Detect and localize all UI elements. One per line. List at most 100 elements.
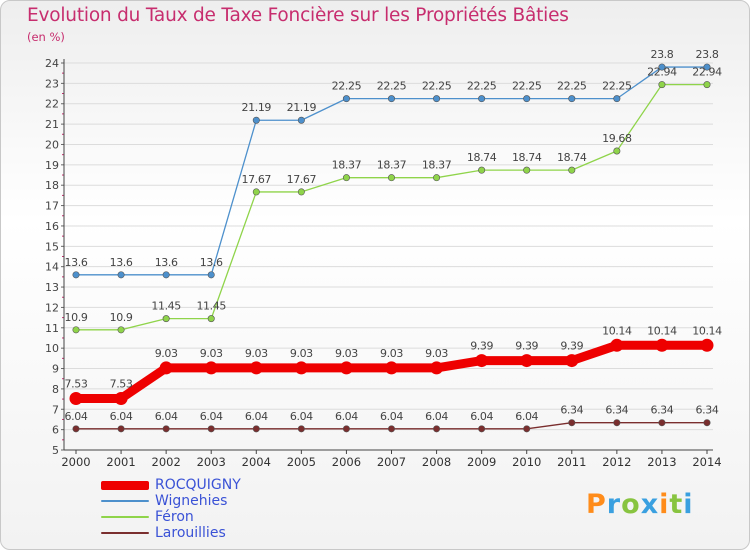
data-label: 6.04 xyxy=(380,410,403,423)
data-point xyxy=(162,315,170,323)
data-label: 10.14 xyxy=(647,324,677,337)
legend-label: Wignehies xyxy=(155,493,228,509)
data-label: 6.04 xyxy=(290,410,313,423)
y-tick-label: 12 xyxy=(45,301,59,314)
data-label: 11.45 xyxy=(151,300,181,313)
data-label: 6.04 xyxy=(65,410,88,423)
data-label: 6.04 xyxy=(110,410,133,423)
data-label: 13.6 xyxy=(155,256,178,269)
x-tick-label: 2007 xyxy=(377,455,406,469)
data-point xyxy=(655,338,669,352)
data-point xyxy=(342,425,350,433)
data-point xyxy=(117,326,125,334)
data-label: 9.03 xyxy=(290,347,313,360)
data-label: 7.53 xyxy=(110,377,133,390)
data-label: 11.45 xyxy=(196,300,226,313)
data-point xyxy=(610,338,624,352)
data-point xyxy=(339,361,353,375)
chart-title: Evolution du Taux de Taxe Foncière sur l… xyxy=(27,5,569,26)
data-label: 19.68 xyxy=(602,132,632,145)
y-tick-label: 17 xyxy=(45,200,59,213)
data-point xyxy=(387,425,395,433)
x-tick-label: 2013 xyxy=(647,455,676,469)
data-point xyxy=(658,419,666,427)
data-point xyxy=(249,361,263,375)
data-label: 22.25 xyxy=(467,80,497,93)
data-label: 9.03 xyxy=(380,347,403,360)
y-tick-label: 5 xyxy=(52,444,59,457)
data-label: 18.74 xyxy=(512,151,542,164)
x-tick-label: 2014 xyxy=(692,455,721,469)
data-label: 9.39 xyxy=(560,340,583,353)
data-point xyxy=(613,147,621,155)
logo-letter: i xyxy=(659,489,670,520)
y-tick-label: 23 xyxy=(45,77,59,90)
data-point xyxy=(297,425,305,433)
data-point xyxy=(478,95,486,103)
legend-item: Wignehies xyxy=(101,493,227,509)
data-point xyxy=(568,419,576,427)
x-tick-label: 2010 xyxy=(512,455,541,469)
data-label: 9.03 xyxy=(245,347,268,360)
legend-item: Féron xyxy=(101,509,194,525)
data-label: 22.25 xyxy=(557,80,587,93)
data-point xyxy=(114,391,128,405)
data-point xyxy=(297,188,305,196)
data-point xyxy=(69,391,83,405)
data-label: 17.67 xyxy=(242,173,272,186)
data-point xyxy=(658,63,666,71)
data-label: 6.04 xyxy=(245,410,268,423)
data-label: 17.67 xyxy=(287,173,317,186)
x-tick-label: 2008 xyxy=(422,455,451,469)
data-label: 10.14 xyxy=(602,324,632,337)
data-label: 6.04 xyxy=(335,410,358,423)
data-point xyxy=(565,354,579,368)
legend-swatch xyxy=(101,532,149,534)
y-tick-label: 7 xyxy=(52,403,59,416)
x-tick-label: 2011 xyxy=(557,455,586,469)
proxiti-logo: Proxiti xyxy=(586,489,694,520)
data-point xyxy=(433,174,441,182)
legend-item: ROCQUIGNY xyxy=(101,477,241,493)
data-label: 10.9 xyxy=(110,311,133,324)
data-point xyxy=(568,95,576,103)
data-point xyxy=(342,95,350,103)
data-label: 22.25 xyxy=(602,80,632,93)
data-point xyxy=(703,81,711,89)
data-point xyxy=(475,354,489,368)
data-point xyxy=(703,63,711,71)
data-point xyxy=(523,95,531,103)
data-label: 18.74 xyxy=(557,151,587,164)
data-point xyxy=(207,315,215,323)
y-tick-label: 24 xyxy=(45,57,59,70)
legend-label: Larouillies xyxy=(155,525,226,541)
data-point xyxy=(523,166,531,174)
x-tick-label: 2003 xyxy=(197,455,226,469)
legend-label: Féron xyxy=(155,509,194,525)
y-tick-label: 8 xyxy=(52,383,59,396)
data-label: 21.19 xyxy=(287,101,317,114)
legend-label: ROCQUIGNY xyxy=(155,477,241,493)
logo-letter: i xyxy=(683,489,694,520)
data-point xyxy=(430,361,444,375)
data-label: 18.37 xyxy=(377,159,407,172)
data-point xyxy=(520,354,534,368)
y-tick-label: 18 xyxy=(45,179,59,192)
data-label: 23.8 xyxy=(696,48,719,61)
legend-swatch xyxy=(101,480,149,490)
data-label: 13.6 xyxy=(65,256,88,269)
data-label: 9.03 xyxy=(335,347,358,360)
data-label: 6.04 xyxy=(470,410,493,423)
data-point xyxy=(72,271,80,279)
data-label: 9.03 xyxy=(200,347,223,360)
logo-letter: r xyxy=(606,489,622,520)
y-tick-label: 10 xyxy=(45,342,59,355)
data-point xyxy=(162,425,170,433)
data-point xyxy=(117,271,125,279)
y-tick-label: 15 xyxy=(45,240,59,253)
data-label: 6.34 xyxy=(650,404,673,417)
data-label: 9.39 xyxy=(515,340,538,353)
data-point xyxy=(478,425,486,433)
